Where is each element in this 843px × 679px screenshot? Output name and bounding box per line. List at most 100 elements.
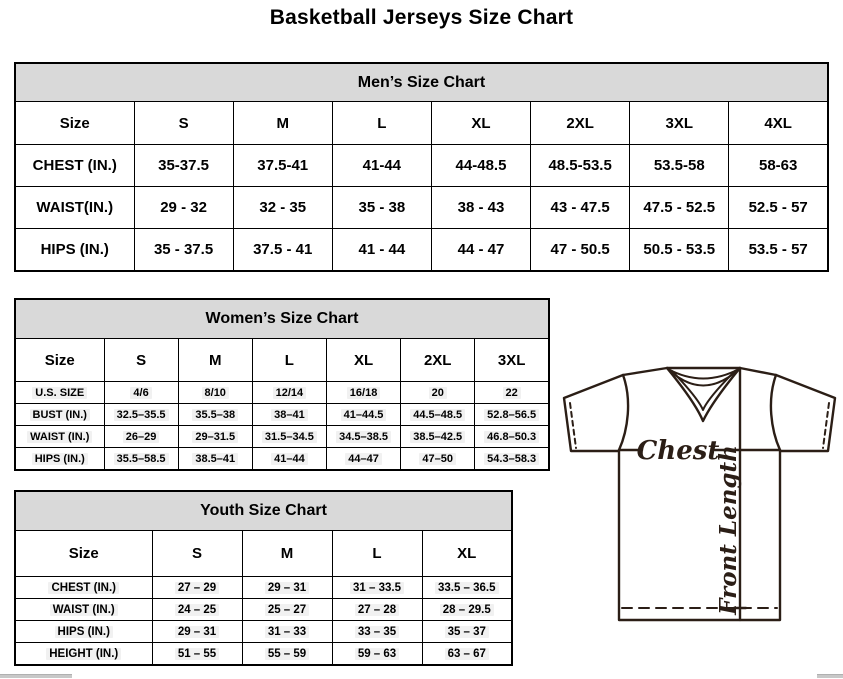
size-column-header: L — [331, 530, 423, 577]
cell-value: 58-63 — [758, 157, 798, 174]
cell-value: 31.5–34.5 — [261, 430, 317, 443]
table-row: HEIGHT (IN.) 51 – 55 55 – 59 59 – 63 63 – 67 — [14, 642, 513, 666]
value-cell: 34.5–38.5 — [325, 425, 402, 448]
row-label: BUST (IN.) — [29, 408, 90, 421]
size-column-header: S — [151, 530, 243, 577]
row-label: HIPS (IN.) — [54, 625, 113, 638]
cell-value: 47 - 50.5 — [550, 241, 610, 258]
table-row: HIPS (IN.) 35 - 37.5 37.5 - 41 41 - 44 44 - … — [14, 228, 829, 272]
value-cell: 44-48.5 — [430, 144, 532, 187]
cell-value: 37.5-41 — [257, 157, 309, 174]
jersey-left-cuff-stitch — [569, 402, 577, 449]
value-cell: 35 - 38 — [331, 186, 432, 229]
cell-value: 53.5-58 — [653, 157, 705, 174]
cell-value: 44-48.5 — [455, 157, 507, 174]
value-cell: 27 – 29 — [151, 576, 243, 599]
cell-value: 29–31.5 — [192, 430, 239, 443]
value-cell: 38 - 43 — [430, 186, 532, 229]
womens-size-chart-table: Women’s Size Chart Size S M L XL 2XL 3XL U.S. SI… — [14, 298, 550, 471]
size-column-header: XL — [325, 338, 402, 382]
cell-value: 29 – 31 — [264, 581, 310, 594]
size-column-header: S — [103, 338, 179, 382]
chest-label: Chest — [637, 436, 720, 466]
jersey-collar-curve-1 — [667, 368, 740, 380]
cell-value: 32 - 35 — [259, 199, 307, 216]
cell-value: 38.5–41 — [192, 452, 239, 465]
value-cell: 35.5–38 — [177, 403, 253, 426]
value-cell: 8/10 — [177, 381, 253, 404]
value-cell: 38.5–41 — [177, 447, 253, 471]
cell-value: 27 – 28 — [354, 603, 400, 616]
value-cell: 55 – 59 — [241, 642, 333, 666]
value-cell: 29 - 32 — [133, 186, 234, 229]
size-column-header: 4XL — [728, 101, 829, 145]
row-label: U.S. SIZE — [32, 386, 88, 399]
cell-value: 44–47 — [345, 452, 382, 465]
cell-value: 31 – 33.5 — [350, 581, 404, 594]
cell-value: 48.5-53.5 — [548, 157, 612, 174]
jersey-vneck-inner — [671, 370, 736, 411]
cell-value: 31 – 33 — [264, 625, 310, 638]
cell-value: 41-44 — [362, 157, 402, 174]
cell-value: 33 – 35 — [354, 625, 400, 638]
cell-value: 35 – 37 — [444, 625, 489, 638]
value-cell: 48.5-53.5 — [530, 144, 631, 187]
value-cell: 35 – 37 — [421, 620, 513, 643]
horizontal-scrollbar-fragment-left[interactable] — [0, 674, 72, 678]
cell-value: 51 – 55 — [174, 647, 220, 660]
value-cell: 51 – 55 — [151, 642, 243, 666]
jersey-left-shoulder — [621, 366, 669, 377]
table-row: HIPS (IN.) 35.5–58.5 38.5–41 41–44 44–47 47–5… — [14, 447, 550, 471]
row-label-cell: WAIST (IN.) — [14, 598, 153, 621]
cell-value: 63 – 67 — [444, 647, 489, 660]
row-label: CHEST (IN.) — [48, 581, 120, 594]
value-cell: 31.5–34.5 — [251, 425, 327, 448]
cell-value: 35.5–38 — [192, 408, 239, 421]
table-row: WAIST (IN.) 24 – 25 25 – 27 27 – 28 28 – 29.… — [14, 598, 513, 621]
row-label-cell: HIPS (IN.) — [14, 447, 105, 471]
cell-value: 35-37.5 — [158, 157, 209, 174]
cell-value: 26–29 — [122, 430, 160, 443]
size-column-header: 2XL — [530, 101, 631, 145]
row-label-cell: U.S. SIZE — [14, 381, 105, 404]
value-cell: 44 - 47 — [430, 228, 532, 272]
cell-value: 4/6 — [130, 386, 152, 399]
size-column-header: S — [133, 101, 234, 145]
cell-value: 43 - 47.5 — [550, 199, 610, 216]
value-cell: 33 – 35 — [331, 620, 423, 643]
value-cell: 41 - 44 — [331, 228, 432, 272]
value-cell: 31 – 33.5 — [331, 576, 423, 599]
value-cell: 41-44 — [331, 144, 432, 187]
cell-value: 12/14 — [272, 386, 307, 399]
mens-chart-title: Men’s Size Chart — [14, 62, 829, 102]
table-row: CHEST (IN.) 35-37.5 37.5-41 41-44 44-48.5 48.… — [14, 144, 829, 187]
horizontal-scrollbar-fragment-right[interactable] — [817, 674, 843, 678]
table-row: CHEST (IN.) 27 – 29 29 – 31 31 – 33.5 33.5 –… — [14, 576, 513, 599]
value-cell: 53.5 - 57 — [728, 228, 829, 272]
cell-value: 41 - 44 — [358, 241, 406, 258]
cell-value: 59 – 63 — [354, 647, 400, 660]
jersey-left-sleeve — [562, 373, 625, 453]
jersey-left-armhole — [617, 373, 630, 452]
value-cell: 44–47 — [325, 447, 402, 471]
size-row-header-cell: Size — [14, 338, 105, 382]
row-label-cell: WAIST(IN.) — [14, 186, 135, 229]
value-cell: 29–31.5 — [177, 425, 253, 448]
row-label: CHEST (IN.) — [32, 157, 117, 174]
jersey-vneck-outer — [665, 366, 742, 423]
jersey-right-armhole — [769, 373, 782, 452]
jersey-right-shoulder — [738, 366, 778, 377]
row-label-cell: HIPS (IN.) — [14, 228, 135, 272]
value-cell: 24 – 25 — [151, 598, 243, 621]
size-column-header: XL — [430, 101, 532, 145]
value-cell: 22 — [474, 381, 550, 404]
cell-value: 50.5 - 53.5 — [643, 241, 716, 258]
cell-value: 37.5 - 41 — [253, 241, 313, 258]
cell-value: 47.5 - 52.5 — [643, 199, 716, 216]
row-label: WAIST (IN.) — [27, 430, 93, 443]
jersey-right-cuff-stitch — [822, 402, 830, 449]
cell-value: 38–41 — [271, 408, 308, 421]
value-cell: 37.5-41 — [232, 144, 333, 187]
cell-value: 35 - 37.5 — [153, 241, 214, 258]
youth-chart-title: Youth Size Chart — [14, 490, 513, 531]
